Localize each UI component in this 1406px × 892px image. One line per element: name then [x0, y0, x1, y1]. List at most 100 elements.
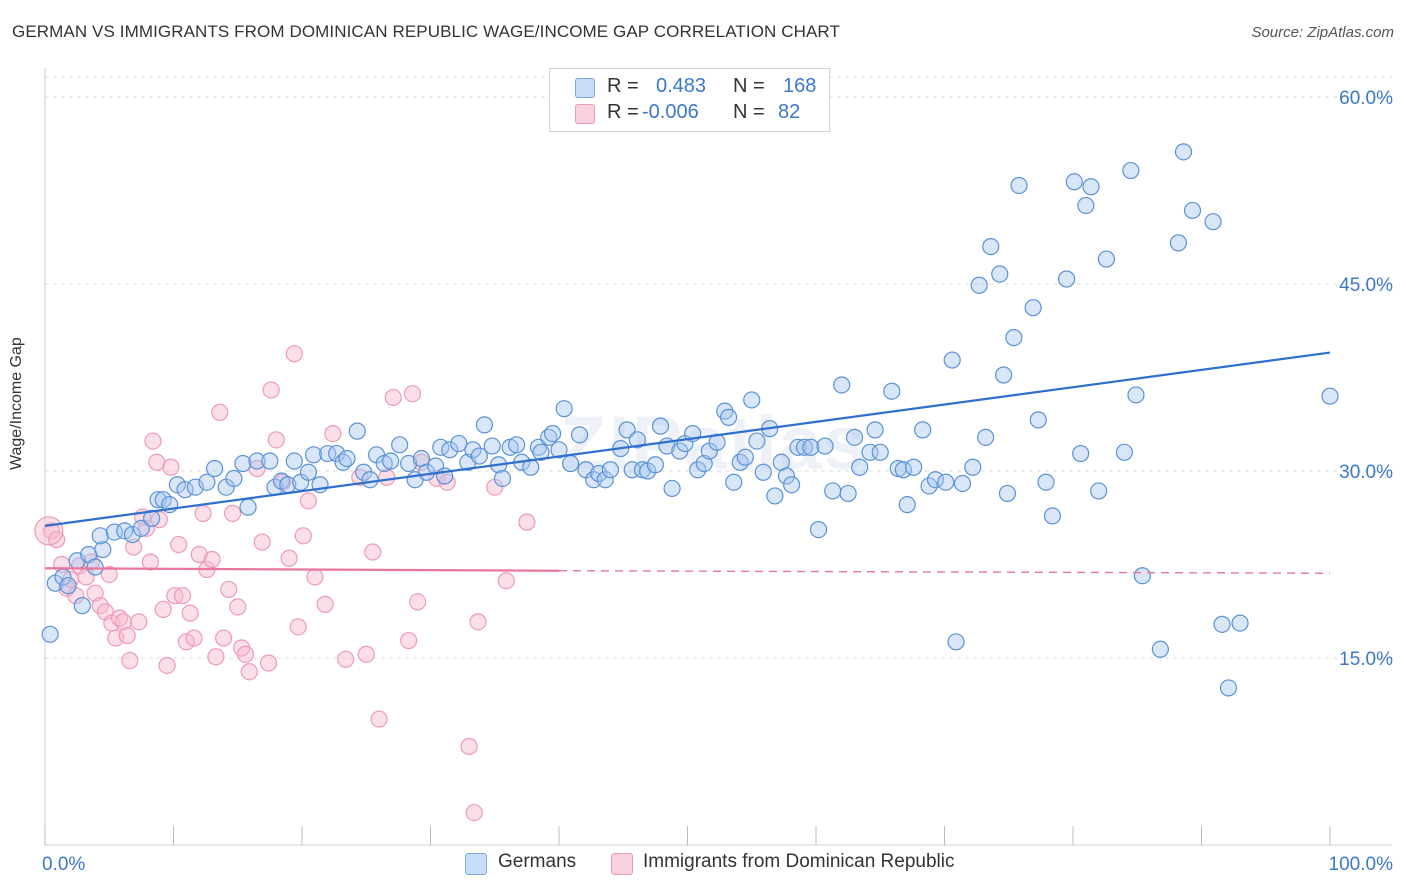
data-point-germans: [1082, 178, 1100, 196]
data-point-dominican: [118, 626, 136, 645]
data-point-germans: [982, 238, 1000, 256]
y-tick-label: 45.0%: [1339, 275, 1393, 296]
data-point-germans: [663, 479, 681, 498]
data-point-dominican: [259, 654, 278, 672]
x-tick-label: 100.0%: [1329, 854, 1394, 875]
data-point-dominican: [158, 656, 176, 675]
data-point-germans: [319, 444, 337, 463]
data-point-germans: [1043, 507, 1062, 525]
data-point-germans: [628, 431, 646, 449]
data-point-germans: [1097, 250, 1116, 268]
data-point-germans: [883, 382, 901, 400]
data-point-germans: [550, 441, 568, 459]
data-point-germans: [720, 408, 738, 426]
data-point-germans: [795, 438, 814, 456]
data-point-dominican: [141, 553, 159, 571]
data-point-germans: [947, 633, 965, 651]
data-point-germans: [507, 436, 526, 454]
data-point-germans: [1029, 411, 1047, 429]
data-point-dominican: [337, 650, 355, 668]
axes: [44, 68, 1392, 846]
data-point-dominican: [409, 593, 427, 611]
tick-labels: 15.0% 30.0% 45.0% 60.0% 0.0% 100.0%: [42, 88, 1393, 875]
legend-swatch-dominican: [575, 104, 595, 124]
data-point-germans: [871, 443, 889, 461]
data-point-germans: [1122, 161, 1140, 180]
data-point-dominican: [170, 535, 188, 554]
data-point-germans: [73, 597, 91, 615]
data-point-dominican: [289, 618, 307, 636]
correlation-legend: R = 0.483 N = 168 R = -0.006 N = 82: [549, 68, 830, 132]
data-point-germans: [299, 463, 318, 481]
data-point-germans: [328, 444, 346, 463]
data-point-germans: [754, 463, 772, 481]
data-point-dominican: [47, 530, 66, 549]
data-point-germans: [338, 449, 356, 468]
data-point-germans: [483, 437, 501, 455]
data-point-dominican: [154, 600, 172, 618]
bottom-legend-swatch-dominican: [611, 853, 633, 875]
trend-lines: [44, 351, 1331, 574]
data-point-germans: [361, 471, 379, 489]
data-point-dominican: [130, 613, 148, 631]
data-point-dominican: [469, 613, 487, 631]
legend-r-value: 0.483: [656, 75, 707, 97]
legend-r-value: -0.006: [642, 101, 699, 123]
data-point-dominican: [185, 629, 203, 647]
data-point-dominican: [203, 550, 221, 569]
legend-n-value: 168: [783, 75, 817, 97]
trend-line-dominican: [44, 567, 560, 572]
data-point-germans: [86, 558, 104, 576]
data-point-dominican: [224, 504, 242, 522]
x-tick-label: 0.0%: [42, 854, 85, 875]
data-point-germans: [824, 482, 842, 500]
data-point-germans: [816, 437, 834, 455]
data-point-germans: [809, 520, 828, 539]
chart-title: GERMAN VS IMMIGRANTS FROM DOMINICAN REPU…: [12, 22, 840, 41]
data-point-germans: [743, 391, 761, 409]
legend-swatch-germans: [575, 78, 595, 98]
data-point-germans: [441, 441, 459, 459]
data-point-germans: [532, 443, 550, 461]
data-point-germans: [920, 477, 938, 495]
data-point-dominican: [42, 522, 61, 540]
data-point-germans: [543, 425, 562, 443]
data-point-germans: [1133, 567, 1151, 585]
data-point-dominican: [364, 543, 382, 561]
data-point-dominican: [384, 388, 402, 407]
data-point-germans: [596, 471, 614, 489]
trend-line-dominican-extension: [558, 570, 1331, 574]
data-point-germans: [248, 452, 266, 470]
data-point-germans: [937, 473, 955, 491]
data-point-germans: [59, 577, 77, 595]
data-point-germans: [94, 540, 112, 559]
data-point-germans: [285, 452, 303, 470]
data-point-germans: [382, 452, 400, 470]
data-point-germans: [1037, 473, 1055, 491]
data-point-germans: [725, 473, 743, 491]
data-point-dominican: [299, 492, 318, 510]
data-point-dominican: [465, 803, 483, 822]
data-point-dominican: [215, 629, 233, 647]
data-point-dominican: [253, 533, 271, 551]
data-point-dominican: [229, 598, 247, 616]
data-point-germans: [198, 473, 216, 491]
bottom-legend-label-dominican: Immigrants from Dominican Republic: [643, 851, 955, 872]
legend-n-label: N =: [733, 75, 765, 97]
data-point-dominican: [137, 519, 156, 537]
data-point-germans: [529, 438, 548, 456]
data-point-germans: [991, 265, 1009, 283]
data-point-germans: [736, 448, 754, 466]
data-point-germans: [234, 454, 252, 473]
data-point-germans: [845, 428, 864, 446]
data-point-germans: [731, 453, 749, 471]
data-point-germans: [943, 351, 961, 369]
data-point-germans: [618, 421, 636, 439]
data-point-dominican: [34, 516, 64, 546]
data-point-dominican: [518, 513, 536, 531]
data-point-dominican: [194, 504, 212, 522]
data-point-dominican: [316, 595, 334, 613]
data-point-dominican: [400, 631, 418, 650]
data-point-germans: [898, 496, 916, 514]
